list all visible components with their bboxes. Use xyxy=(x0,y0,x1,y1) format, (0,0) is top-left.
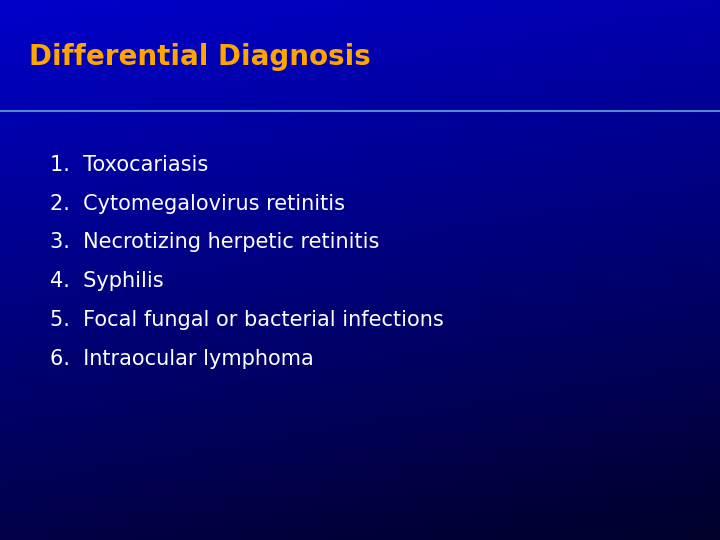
Text: 3.  Necrotizing herpetic retinitis: 3. Necrotizing herpetic retinitis xyxy=(50,232,379,253)
Text: 4.  Syphilis: 4. Syphilis xyxy=(50,271,164,292)
Text: 2.  Cytomegalovirus retinitis: 2. Cytomegalovirus retinitis xyxy=(50,193,346,214)
Text: 5.  Focal fungal or bacterial infections: 5. Focal fungal or bacterial infections xyxy=(50,310,444,330)
Text: 1.  Toxocariasis: 1. Toxocariasis xyxy=(50,154,209,175)
Text: 6.  Intraocular lymphoma: 6. Intraocular lymphoma xyxy=(50,349,314,369)
Text: Differential Diagnosis: Differential Diagnosis xyxy=(29,43,371,71)
